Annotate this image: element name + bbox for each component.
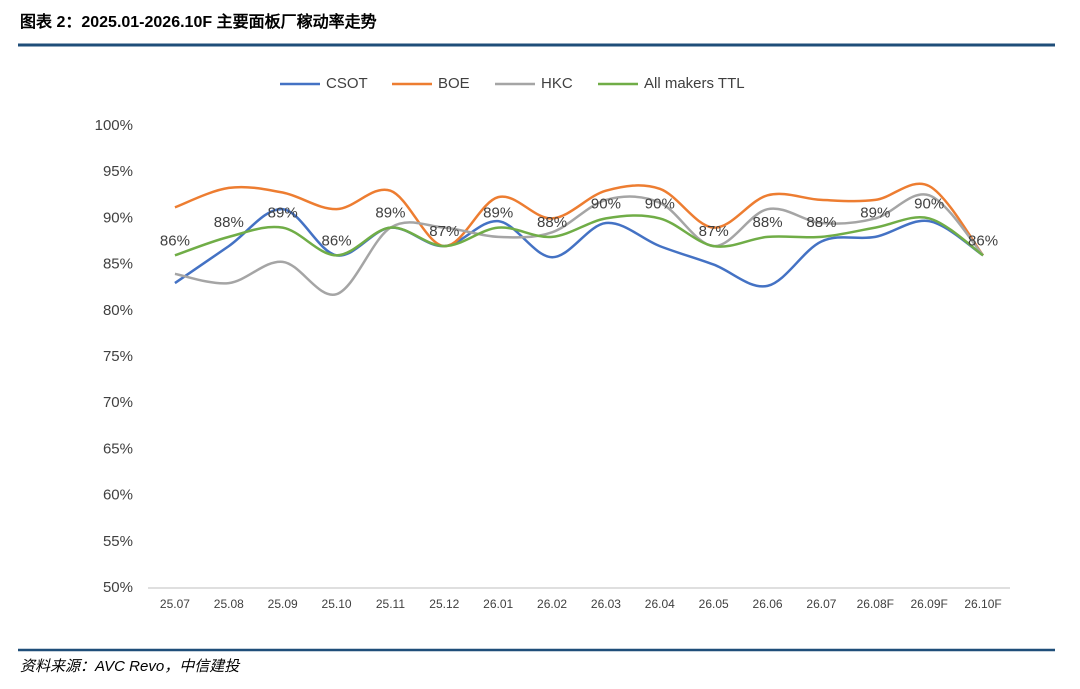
data-label: 89% — [375, 205, 405, 222]
x-tick-label: 25.09 — [268, 597, 298, 611]
source-note: 资料来源：AVC Revo，中信建投 — [20, 658, 241, 675]
data-label: 86% — [968, 232, 998, 249]
x-tick-label: 26.01 — [483, 597, 513, 611]
x-tick-label: 25.10 — [322, 597, 352, 611]
x-tick-label: 25.07 — [160, 597, 190, 611]
series-line — [174, 214, 984, 257]
chart-title: 图表 2：2025.01-2026.10F 主要面板厂稼动率走势 — [20, 12, 377, 31]
legend-label: CSOT — [326, 75, 368, 92]
data-label: 88% — [806, 214, 836, 231]
y-tick-label: 55% — [103, 533, 133, 550]
data-label: 89% — [860, 205, 890, 222]
x-tick-label: 25.12 — [429, 597, 459, 611]
data-label: 87% — [429, 223, 459, 240]
data-label: 89% — [268, 205, 298, 222]
legend-label: All makers TTL — [644, 75, 745, 92]
data-label: 88% — [753, 214, 783, 231]
data-label: 89% — [483, 205, 513, 222]
x-tick-label: 26.08F — [857, 597, 894, 611]
y-tick-label: 65% — [103, 440, 133, 457]
x-tick-label: 26.10F — [964, 597, 1001, 611]
y-tick-label: 60% — [103, 487, 133, 504]
y-tick-label: 85% — [103, 256, 133, 273]
y-tick-label: 50% — [103, 579, 133, 596]
x-tick-label: 26.02 — [537, 597, 567, 611]
data-label: 88% — [214, 214, 244, 231]
data-label: 88% — [537, 214, 567, 231]
data-label: 86% — [160, 232, 190, 249]
series-line — [174, 207, 984, 288]
y-tick-label: 100% — [95, 117, 133, 134]
x-tick-label: 26.06 — [753, 597, 783, 611]
data-label: 87% — [699, 223, 729, 240]
x-tick-label: 25.11 — [376, 597, 405, 611]
data-label: 90% — [914, 195, 944, 212]
x-tick-label: 26.05 — [699, 597, 729, 611]
legend-label: HKC — [541, 75, 573, 92]
series-line — [174, 193, 985, 296]
data-label: 90% — [645, 195, 675, 212]
series-line — [174, 182, 985, 257]
x-tick-label: 26.04 — [645, 597, 675, 611]
y-tick-label: 90% — [103, 209, 133, 226]
y-tick-label: 70% — [103, 394, 133, 411]
y-tick-label: 75% — [103, 348, 133, 365]
data-label: 86% — [322, 232, 352, 249]
y-tick-label: 80% — [103, 302, 133, 319]
legend-label: BOE — [438, 75, 470, 92]
x-tick-label: 26.03 — [591, 597, 621, 611]
x-tick-label: 26.09F — [911, 597, 948, 611]
data-label: 90% — [591, 195, 621, 212]
x-tick-label: 25.08 — [214, 597, 244, 611]
x-tick-label: 26.07 — [806, 597, 836, 611]
y-tick-label: 95% — [103, 163, 133, 180]
